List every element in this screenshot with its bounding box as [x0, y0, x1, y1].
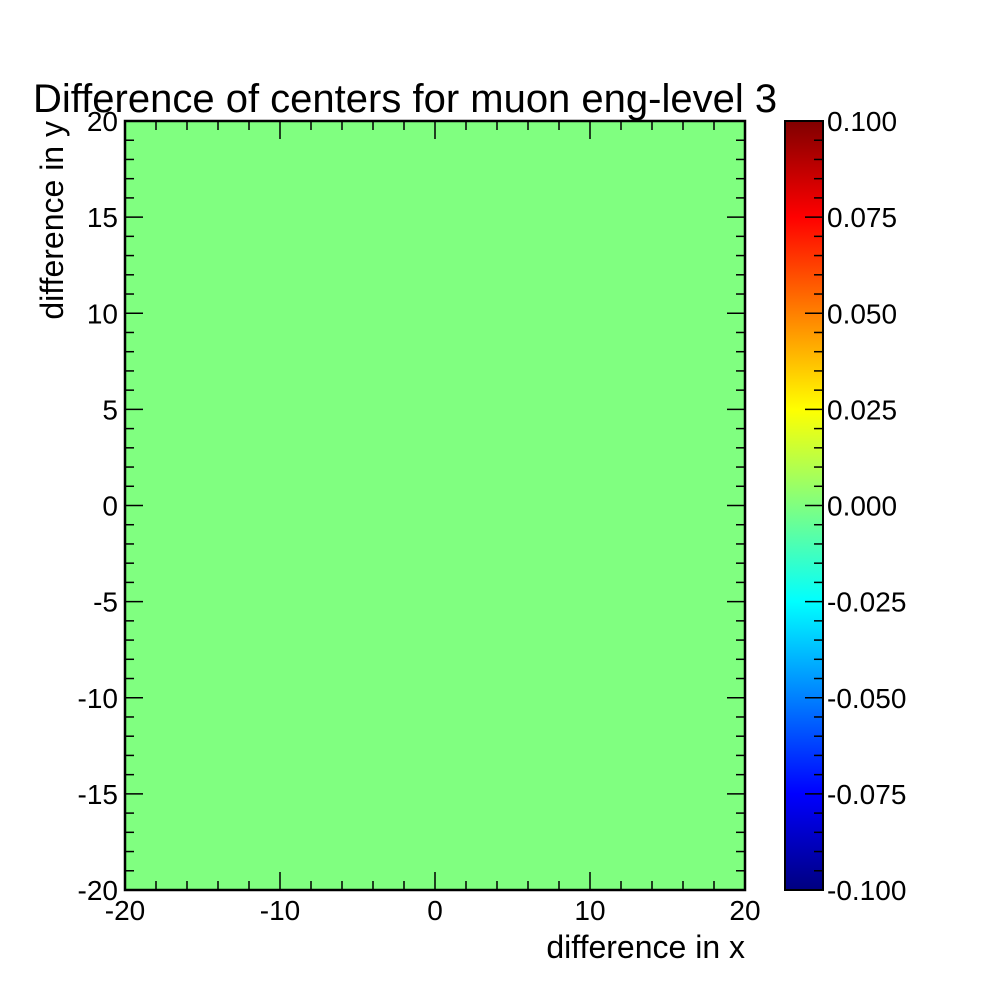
x-tick-label: 20 [729, 895, 760, 926]
y-tick-label: -10 [78, 683, 118, 714]
y-tick-label: 20 [87, 106, 118, 137]
colorbar-ticks: -0.100 -0.075 -0.050 -0.025 0.000 0.025 0.050 0… [805, 106, 906, 906]
chart-title: Difference of centers for muon eng-level… [33, 77, 777, 121]
y-tick-label: -5 [93, 587, 118, 618]
y-tick-label: 15 [87, 202, 118, 233]
colorbar-tick-label: -0.050 [827, 683, 906, 714]
heatmap-cells [125, 121, 745, 890]
y-tick-label: 10 [87, 298, 118, 329]
y-axis-label: difference in y [34, 121, 70, 320]
colorbar-tick-label: 0.100 [827, 106, 897, 137]
colorbar-tick-label: 0.000 [827, 491, 897, 522]
y-tick-label: -15 [78, 779, 118, 810]
colorbar-tick-label: 0.075 [827, 202, 897, 233]
x-tick-label: -20 [105, 895, 145, 926]
colorbar-tick-label: -0.075 [827, 779, 906, 810]
colorbar-tick-label: 0.025 [827, 394, 897, 425]
heatmap-cell [125, 121, 745, 890]
y-tick-label: 0 [102, 491, 118, 522]
x-axis-ticks: -20 -10 0 10 20 [105, 121, 761, 926]
colorbar-tick-label: 0.050 [827, 298, 897, 329]
colorbar-tick-label: -0.025 [827, 587, 906, 618]
y-tick-label: -20 [78, 875, 118, 906]
x-tick-label: 0 [427, 895, 443, 926]
x-axis-label: difference in x [546, 929, 745, 965]
x-tick-label: -10 [260, 895, 300, 926]
y-tick-label: 5 [102, 394, 118, 425]
x-tick-label: 10 [574, 895, 605, 926]
colorbar-tick-label: -0.100 [827, 875, 906, 906]
y-axis-ticks: -20 -15 -10 -5 0 5 10 15 20 [78, 106, 745, 906]
